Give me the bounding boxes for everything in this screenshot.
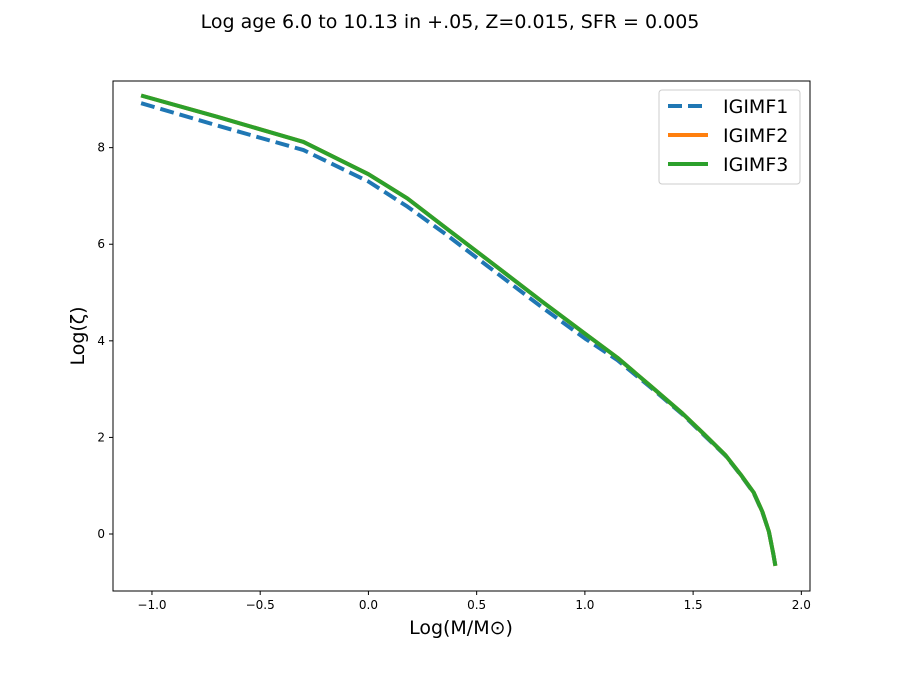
legend-label-igimf3: IGIMF3 xyxy=(723,154,788,176)
y-tick-label: 6 xyxy=(97,237,105,251)
x-tick-label: 0.0 xyxy=(359,598,378,612)
x-tick-label: 1.5 xyxy=(684,598,703,612)
legend-label-igimf2: IGIMF2 xyxy=(723,125,788,147)
x-tick-label: −1.0 xyxy=(137,598,166,612)
series-line-igimf3 xyxy=(140,93,778,567)
legend: IGIMF1 IGIMF2 IGIMF3 xyxy=(658,89,801,185)
y-tick-label: 0 xyxy=(97,527,105,541)
x-tick-label: 0.5 xyxy=(467,598,486,612)
y-tick-label: 4 xyxy=(97,334,105,348)
plot-lines xyxy=(140,93,778,567)
x-tick-label: −0.5 xyxy=(246,598,275,612)
x-axis-label: Log(M/M⊙) xyxy=(409,617,513,639)
x-tick-label: 1.0 xyxy=(575,598,594,612)
x-axis-ticks: −1.0 −0.5 0.0 0.5 1.0 1.5 2.0 xyxy=(137,591,811,612)
y-tick-label: 8 xyxy=(97,141,105,155)
axes-frame xyxy=(112,80,811,592)
y-tick-label: 2 xyxy=(97,430,105,444)
legend-label-igimf1: IGIMF1 xyxy=(723,96,788,118)
x-tick-label: 2.0 xyxy=(792,598,811,612)
y-axis-label: Log(ζ) xyxy=(67,306,89,365)
legend-box xyxy=(658,89,801,185)
y-axis-ticks: 0 2 4 6 8 xyxy=(97,141,113,541)
chart-title: Log age 6.0 to 10.13 in +.05, Z=0.015, S… xyxy=(201,11,700,33)
